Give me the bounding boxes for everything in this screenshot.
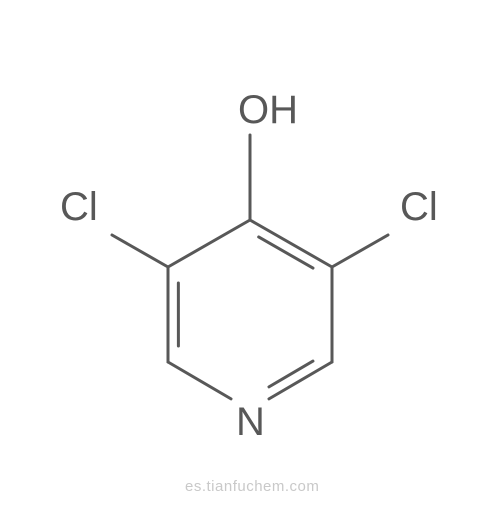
watermark-text: es.tianfuchem.com [185, 478, 319, 495]
chlorine-left-label: Cl [60, 185, 98, 230]
hydroxyl-label: OH [238, 88, 298, 133]
chlorine-right-label: Cl [400, 185, 438, 230]
nitrogen-label: N [236, 400, 265, 445]
molecule-structure: OH Cl Cl N es.tianfuchem.com [0, 0, 500, 500]
